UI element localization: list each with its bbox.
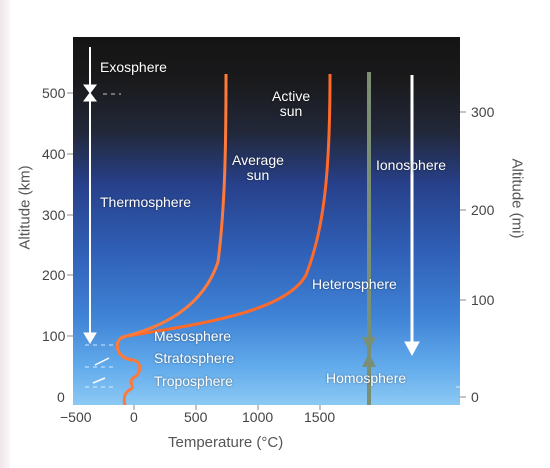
label-homosphere: Homosphere <box>326 370 407 386</box>
stratosphere-arrow <box>94 357 110 366</box>
average-sun-curve <box>115 73 228 362</box>
troposphere-arrow <box>92 377 106 384</box>
right-tick-300: 300 <box>471 104 495 120</box>
homosphere-marker <box>362 337 376 351</box>
bottom-tick-1500: 1500 <box>304 409 336 425</box>
right-axis-title: Altitude (mi) <box>508 158 526 239</box>
left-tick-500: 500 <box>42 85 66 101</box>
label-exosphere: Exosphere <box>100 59 167 75</box>
label-thermosphere: Thermosphere <box>100 194 192 210</box>
bottom-axis-title: Temperature (°C) <box>168 434 284 451</box>
bottom-tick-500: 500 <box>184 409 208 425</box>
right-tick-0: 0 <box>471 389 479 405</box>
layer-boundary-dashes <box>85 93 460 388</box>
atmosphere-plot: Exosphere Thermosphere Mesosphere Strato… <box>73 37 460 405</box>
right-tick-100: 100 <box>471 292 495 308</box>
left-tick-400: 400 <box>42 146 66 162</box>
left-tick-100: 100 <box>42 328 66 344</box>
lower-temperature-curve <box>122 358 142 405</box>
homosphere-marker-upper <box>362 353 376 367</box>
bottom-tick-minus500: −500 <box>60 409 92 425</box>
left-tick-0: 0 <box>57 389 65 405</box>
label-mesosphere: Mesosphere <box>154 328 232 344</box>
right-tick-200: 200 <box>471 202 495 218</box>
ionosphere-arrow <box>404 75 420 357</box>
label-active-sun: Active sun <box>272 88 311 119</box>
left-tick-200: 200 <box>42 267 66 283</box>
plot-graphics <box>83 47 460 405</box>
label-stratosphere: Stratosphere <box>154 350 235 366</box>
label-average-sun: Average sun <box>232 152 284 183</box>
label-heterosphere: Heterosphere <box>312 276 397 292</box>
label-troposphere: Troposphere <box>154 373 233 389</box>
thermosphere-arrow <box>83 47 97 344</box>
label-ionosphere: Ionosphere <box>376 157 447 173</box>
page-edge-strip <box>0 0 10 468</box>
bottom-tick-0: 0 <box>130 409 138 425</box>
left-tick-300: 300 <box>42 207 66 223</box>
bottom-tick-1000: 1000 <box>242 409 274 425</box>
left-axis-title: Altitude (km) <box>16 165 34 250</box>
